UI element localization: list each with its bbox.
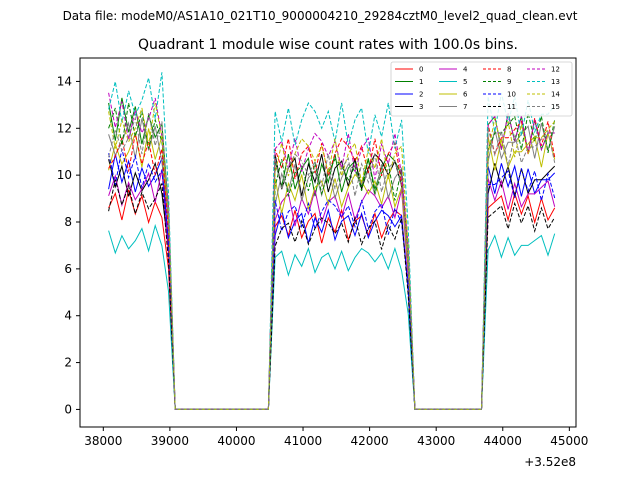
y-tick-label: 10: [57, 168, 72, 182]
x-tick-label: 45000: [550, 434, 588, 448]
chart-title: Quadrant 1 module wise count rates with …: [138, 37, 518, 53]
y-tick-label: 4: [64, 309, 72, 323]
y-tick-label: 0: [64, 402, 72, 416]
series-line-15: [108, 113, 556, 410]
x-offset-label: +3.52e8: [524, 455, 576, 469]
x-tick-label: 44000: [484, 434, 522, 448]
legend-label-11: 11: [507, 103, 516, 111]
plot-area: 38000 39000 40000 41000 42000 43000 44000 45000…: [57, 57, 588, 448]
legend-label-7: 7: [463, 103, 467, 111]
y-tick-label: 14: [57, 74, 72, 88]
series-line-4: [108, 169, 556, 410]
legend-label-5: 5: [463, 78, 467, 86]
legend-label-9: 9: [507, 78, 511, 86]
series-line-11: [108, 179, 556, 410]
legend-label-2: 2: [419, 91, 423, 99]
series-line-5: [108, 223, 556, 410]
series-line-8: [108, 117, 556, 410]
series-line-12: [108, 92, 555, 410]
y-tick-label: 8: [64, 215, 72, 229]
legend-label-4: 4: [463, 66, 468, 74]
x-tick-label: 43000: [417, 434, 455, 448]
y-tick-label: 6: [64, 262, 72, 276]
series-line-6: [108, 128, 556, 410]
legend-label-12: 12: [551, 66, 560, 74]
x-tick-label: 42000: [351, 434, 389, 448]
legend-label-1: 1: [419, 78, 423, 86]
series-line-0: [108, 189, 556, 410]
axes-frame: [79, 57, 577, 428]
x-tick-label: 41000: [284, 434, 322, 448]
legend-label-6: 6: [463, 91, 468, 99]
legend-label-8: 8: [507, 66, 511, 74]
x-tick-label: 40000: [217, 434, 255, 448]
series-line-7: [108, 118, 556, 410]
legend-label-15: 15: [551, 103, 560, 111]
series-line-10: [108, 148, 556, 410]
legend-label-3: 3: [419, 103, 423, 111]
legend-label-10: 10: [507, 91, 516, 99]
y-tick-label: 2: [64, 356, 72, 370]
legend-label-13: 13: [551, 78, 560, 86]
series-line-13: [108, 72, 556, 410]
suptitle: Data file: modeM0/AS1A10_021T10_90000042…: [63, 9, 578, 23]
legend-box: [390, 61, 573, 117]
x-tick-label: 38000: [84, 434, 122, 448]
series-line-14: [108, 102, 556, 410]
legend-label-0: 0: [419, 66, 423, 74]
y-tick-label: 12: [57, 121, 72, 135]
x-tick-label: 39000: [151, 434, 189, 448]
legend-label-14: 14: [551, 91, 560, 99]
